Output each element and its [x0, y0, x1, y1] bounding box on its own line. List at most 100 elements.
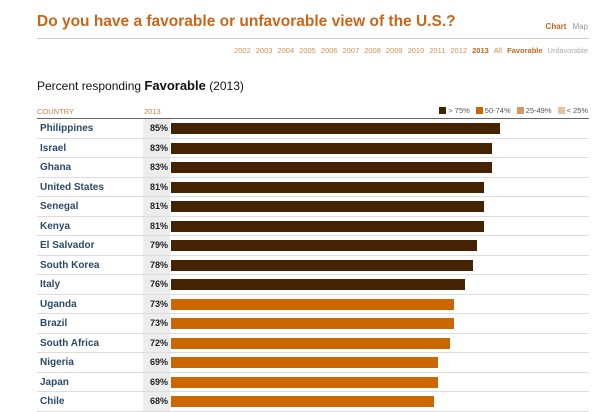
table-row: South Africa 72% — [37, 333, 589, 353]
table-row: Nigeria 69% — [37, 353, 589, 373]
legend-swatch — [439, 107, 447, 114]
table-row: Brazil 73% — [37, 314, 589, 334]
bar — [171, 142, 493, 154]
year-option-2004[interactable]: 2004 — [277, 46, 295, 55]
view-chart-tab[interactable]: Chart — [545, 22, 567, 31]
legend-swatch — [475, 107, 483, 114]
country-label: Chile — [40, 396, 65, 407]
bar-chart: Philippines 85% Israel 83% Ghana 83% United St… — [37, 119, 589, 412]
year-option-2002[interactable]: 2002 — [234, 46, 251, 55]
year-selector: 2002 2003 2004 2005 2006 2007 2008 2009 2010 2011… — [229, 46, 588, 55]
year-option-2010[interactable]: 2010 — [407, 46, 425, 55]
legend-label: 25-49% — [525, 106, 552, 115]
bar — [171, 357, 439, 368]
year-option-2008[interactable]: 2008 — [364, 46, 381, 55]
legend-swatch — [516, 107, 524, 114]
legend: > 75% 50-74% 25-49% < 25% — [439, 106, 588, 115]
subtitle-measure: Favorable — [144, 78, 206, 93]
value-label: 83% — [143, 158, 170, 177]
bar — [171, 318, 454, 329]
value-label: 81% — [143, 216, 170, 235]
country-column-header[interactable]: COUNTRY — [37, 107, 74, 116]
table-row: Kenya 81% — [37, 216, 589, 236]
legend-item: 25-49% — [516, 106, 552, 115]
year-option-2013[interactable]: 2013 — [472, 46, 489, 55]
legend-item: > 75% — [439, 106, 470, 115]
country-label: Nigeria — [40, 357, 74, 368]
country-label: Philippines — [40, 123, 94, 134]
year-option-2005[interactable]: 2005 — [299, 46, 316, 55]
bar — [171, 220, 485, 232]
table-row: South Korea 78% — [37, 255, 589, 275]
bar — [171, 201, 485, 212]
country-label: South Africa — [40, 337, 100, 349]
value-label: 78% — [143, 255, 170, 274]
legend-label: > 75% — [448, 106, 470, 115]
year-option-2003[interactable]: 2003 — [255, 46, 273, 55]
legend-label: 50-74% — [484, 106, 511, 115]
value-label: 83% — [143, 138, 170, 157]
country-label: Kenya — [40, 220, 71, 232]
table-row: United States 81% — [37, 177, 589, 197]
country-label: Israel — [40, 142, 67, 154]
value-label: 72% — [143, 333, 170, 352]
value-label: 73% — [143, 294, 170, 313]
bar — [171, 240, 477, 251]
value-label: 81% — [143, 177, 170, 196]
year-option-2006[interactable]: 2006 — [320, 46, 338, 55]
year-column-header[interactable]: 2013 — [144, 107, 161, 116]
chart-subtitle: Percent responding Favorable (2013) — [37, 78, 244, 93]
year-option-all[interactable]: All — [493, 46, 503, 55]
country-label: El Salvador — [40, 240, 95, 251]
value-label: 81% — [143, 197, 170, 216]
legend-label: < 25% — [566, 106, 588, 115]
bar — [171, 123, 500, 134]
divider — [37, 38, 589, 39]
view-switcher: Chart Map — [540, 22, 588, 31]
year-option-2007[interactable]: 2007 — [342, 46, 360, 55]
bar — [171, 396, 435, 407]
table-row: Chile 68% — [37, 392, 589, 412]
bar — [171, 181, 485, 193]
value-label: 73% — [143, 314, 170, 333]
page-title: Do you have a favorable or unfavorable v… — [37, 13, 456, 30]
value-label: 69% — [143, 372, 170, 391]
country-label: Uganda — [40, 298, 77, 310]
country-label: Brazil — [40, 318, 68, 329]
value-label: 69% — [143, 353, 170, 372]
subtitle-year: (2013) — [209, 79, 244, 93]
table-row: Japan 69% — [37, 372, 589, 392]
country-label: South Korea — [40, 259, 100, 271]
bar — [171, 298, 454, 310]
table-row: El Salvador 79% — [37, 236, 589, 256]
view-map-tab[interactable]: Map — [572, 22, 588, 31]
legend-item: < 25% — [557, 106, 588, 115]
bar — [171, 162, 493, 173]
table-row: Israel 83% — [37, 138, 589, 158]
bar — [171, 279, 466, 290]
table-row: Ghana 83% — [37, 158, 589, 178]
bar — [171, 376, 439, 388]
measure-option-unfavorable[interactable]: Unfavorable — [547, 46, 588, 55]
header-divider — [37, 118, 589, 119]
value-label: 85% — [143, 119, 170, 138]
table-row: Italy 76% — [37, 275, 589, 295]
year-option-2011[interactable]: 2011 — [429, 46, 446, 55]
value-label: 76% — [143, 275, 170, 294]
country-label: Japan — [40, 376, 69, 388]
subtitle-prefix: Percent responding — [37, 79, 142, 93]
country-label: Ghana — [40, 162, 72, 173]
country-label: United States — [40, 181, 104, 193]
value-label: 79% — [143, 236, 170, 255]
bar — [171, 337, 450, 349]
legend-swatch — [557, 107, 565, 114]
year-option-2009[interactable]: 2009 — [385, 46, 403, 55]
year-option-2012[interactable]: 2012 — [450, 46, 468, 55]
country-label: Senegal — [40, 201, 79, 212]
table-row: Senegal 81% — [37, 197, 589, 217]
table-row: Uganda 73% — [37, 294, 589, 314]
bar — [171, 259, 473, 271]
country-label: Italy — [40, 279, 61, 290]
measure-option-favorable[interactable]: Favorable — [507, 46, 543, 55]
legend-item: 50-74% — [475, 106, 511, 115]
